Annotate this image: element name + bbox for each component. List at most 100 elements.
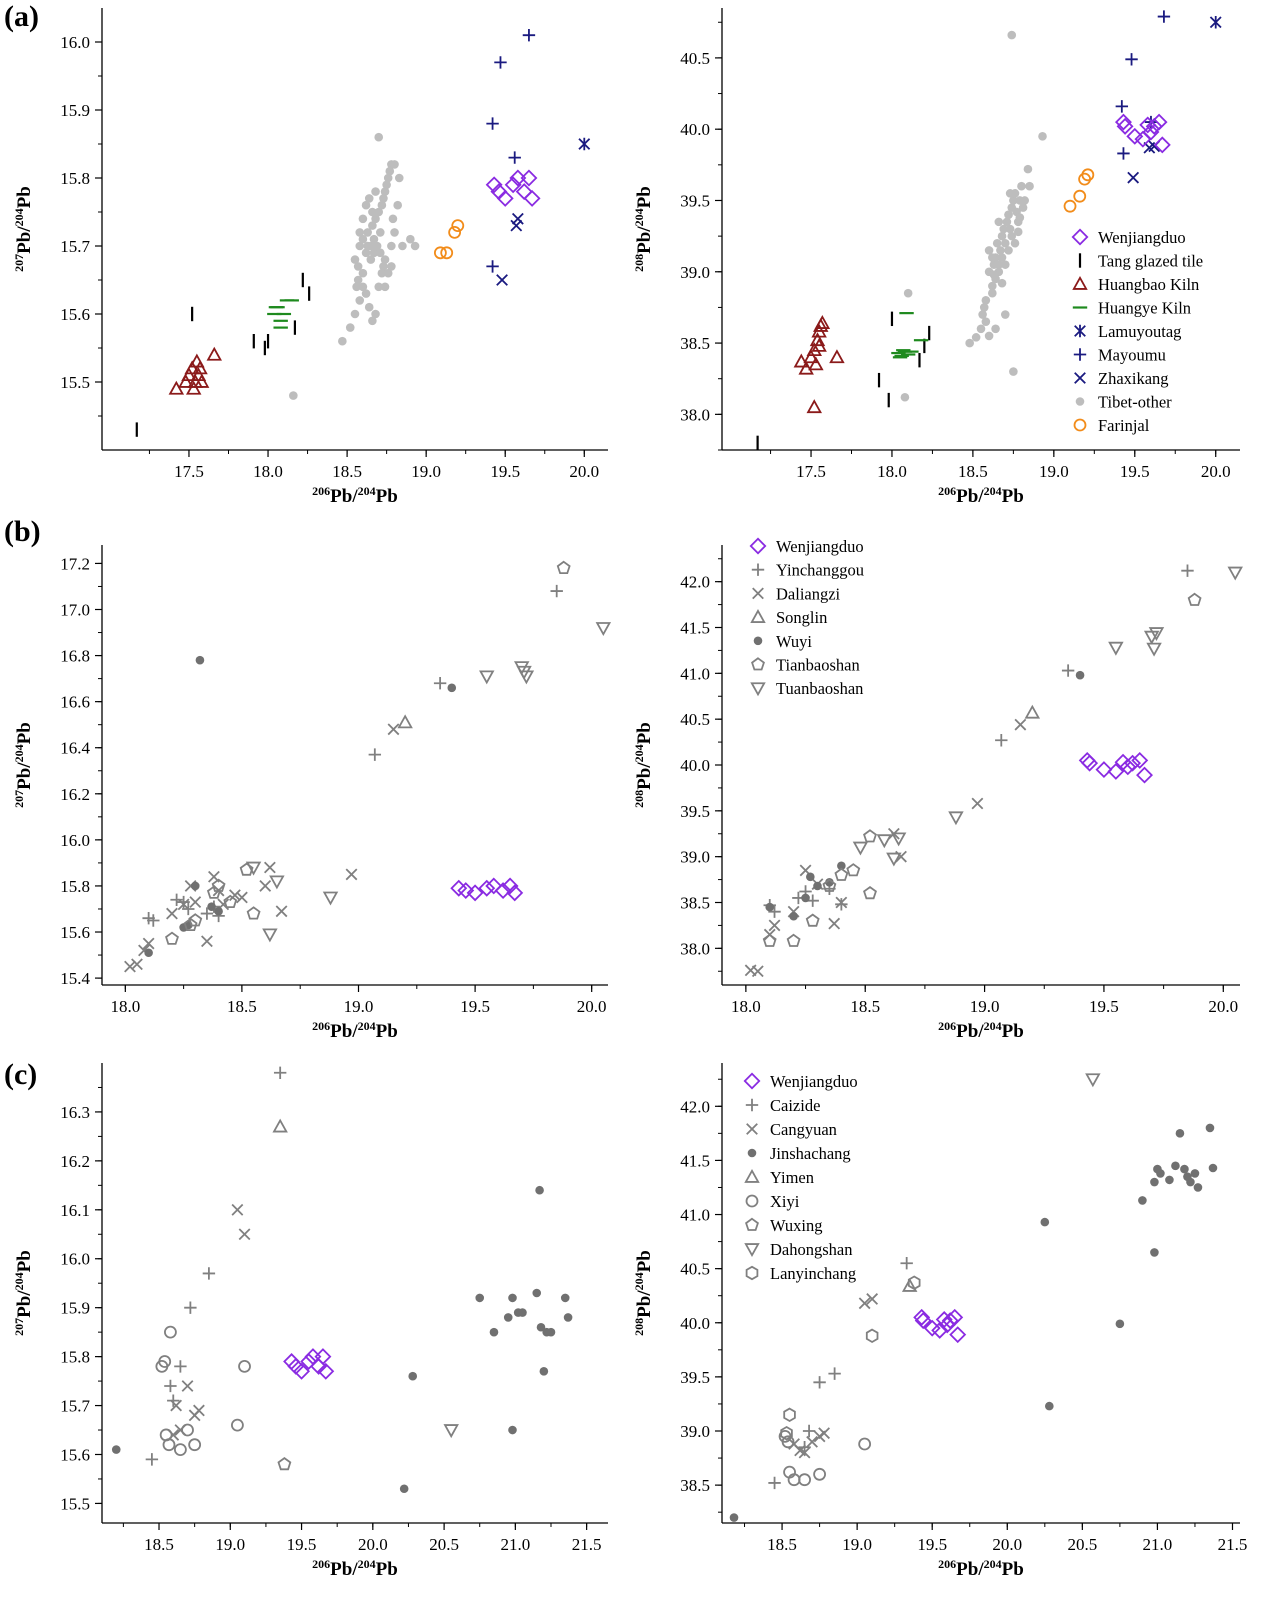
data-point [164, 1325, 177, 1339]
data-point [238, 1228, 251, 1241]
y-tick-label: 40.5 [680, 710, 710, 729]
data-point [364, 302, 374, 312]
legend-marker [745, 1194, 759, 1208]
y-tick-label: 16.6 [60, 693, 90, 712]
y-axis-title-main: Pb/ [634, 226, 655, 254]
data-point [338, 336, 347, 346]
x-tick-label: 18.5 [850, 997, 880, 1016]
data-point [1208, 1163, 1218, 1173]
y-axis-title-pre: 207 [12, 790, 26, 808]
data-point [275, 905, 288, 918]
series-caizide [145, 1066, 287, 1466]
data-point [131, 958, 143, 971]
data-point [1148, 627, 1165, 642]
data-point [523, 189, 541, 207]
data-point [828, 917, 841, 930]
data-point [978, 310, 987, 319]
data-point [1009, 196, 1018, 205]
panel-label-b: (b) [4, 515, 41, 548]
data-point [1190, 1169, 1200, 1178]
data-point [371, 187, 380, 196]
x-axis-title: 206Pb/204Pb [938, 1557, 1024, 1580]
y-tick-label: 15.6 [60, 1445, 90, 1464]
data-point [768, 1476, 781, 1490]
data-point [560, 1293, 570, 1303]
data-point [907, 1275, 921, 1290]
data-point [1136, 766, 1153, 784]
y-tick-label: 15.9 [60, 101, 90, 120]
data-point [595, 622, 612, 636]
data-point [262, 928, 278, 943]
legend-marker [744, 1243, 760, 1258]
x-tick-label: 18.5 [332, 462, 362, 481]
legend-marker [753, 636, 763, 646]
data-point [806, 399, 822, 414]
data-point [1205, 1123, 1215, 1133]
data-point [485, 176, 503, 194]
x-axis-title-sup2: 204 [984, 1019, 1002, 1033]
data-point [166, 907, 178, 920]
data-point [1045, 1401, 1054, 1411]
series-tuanbaoshan [852, 566, 1243, 867]
y-tick-label: 40.0 [680, 120, 710, 139]
x-tick-label: 19.0 [215, 1535, 245, 1554]
data-point [865, 1328, 879, 1344]
data-point [994, 260, 1004, 269]
y-tick-label: 41.5 [680, 619, 710, 638]
data-point [813, 1376, 826, 1389]
data-point [397, 714, 413, 729]
data-point [509, 169, 527, 187]
y-axis-title: 208Pb/204Pb [632, 722, 655, 808]
series-farinjal [433, 219, 465, 260]
data-point [377, 268, 387, 278]
data-point [353, 275, 363, 285]
series-cangyuan [788, 1293, 879, 1459]
y-tick-label: 39.0 [680, 1422, 710, 1441]
data-point [368, 748, 382, 761]
data-point [1038, 132, 1047, 141]
x-axis-title-pre: 206 [312, 484, 330, 498]
data-point [1145, 117, 1163, 135]
data-point [1126, 127, 1144, 145]
x-tick-label: 18.5 [767, 1535, 797, 1554]
data-point [1063, 199, 1077, 213]
data-point [496, 274, 508, 286]
data-point [181, 1423, 194, 1437]
series-tianbaoshan [165, 560, 571, 945]
data-point [1005, 224, 1015, 234]
x-tick-label: 18.0 [253, 462, 283, 481]
data-point [345, 868, 358, 881]
x-axis-title-post: Pb [376, 486, 398, 507]
data-point [178, 373, 194, 388]
data-point [1009, 367, 1018, 376]
data-point [142, 937, 155, 950]
x-axis-title-main: Pb/ [956, 486, 984, 507]
data-point [185, 380, 202, 395]
data-point [971, 333, 981, 342]
x-axis-title-post: Pb [376, 1021, 398, 1042]
data-point [177, 895, 190, 909]
data-point [813, 881, 822, 891]
data-point [1024, 704, 1041, 719]
data-point [996, 246, 1005, 255]
series-zhaxikang [1127, 140, 1161, 184]
data-point [390, 228, 399, 237]
data-point [808, 356, 824, 371]
data-point [368, 207, 377, 217]
y-axis-title-sup2: 204 [632, 744, 646, 762]
data-point [170, 1399, 183, 1412]
series-wuyi [765, 670, 1085, 921]
x-axis-title-main: Pb/ [330, 1021, 358, 1042]
y-tick-label: 42.0 [680, 1097, 710, 1116]
legend-label: Tibet-other [1098, 393, 1172, 412]
x-tick-label: 17.5 [796, 462, 826, 481]
series-yinchanggou [763, 564, 1194, 918]
data-point [443, 1424, 459, 1439]
data-point [863, 885, 877, 900]
x-tick-label: 17.5 [174, 462, 204, 481]
data-point [539, 1366, 549, 1376]
data-point [988, 253, 997, 262]
data-point [965, 338, 974, 348]
data-point [394, 173, 404, 183]
y-tick-label: 15.9 [60, 1299, 90, 1318]
